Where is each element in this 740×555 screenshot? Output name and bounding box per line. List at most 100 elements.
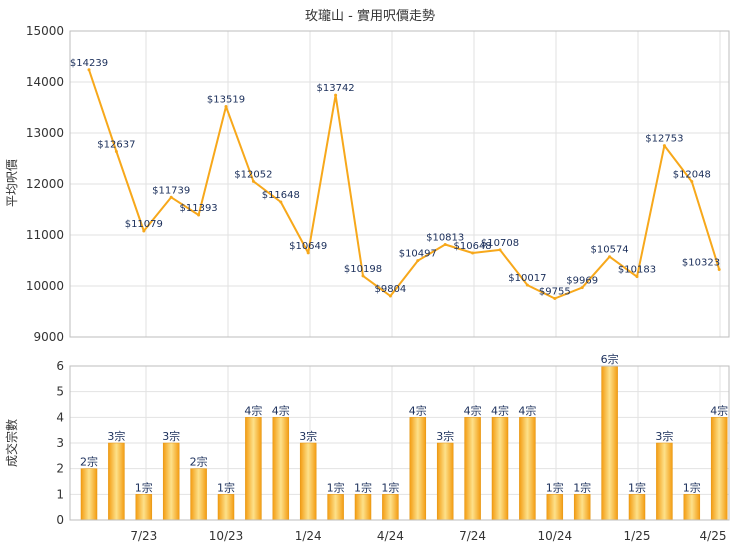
price-data-label: $12052	[234, 169, 272, 180]
price-tick-label: 15000	[26, 24, 64, 38]
count-bar	[491, 417, 509, 521]
price-data-label: $10649	[289, 241, 327, 252]
price-data-label: $10183	[618, 265, 656, 276]
x-tick-label: 4/24	[377, 529, 404, 543]
count-bar	[436, 442, 454, 521]
price-data-label: $10648	[454, 241, 492, 252]
price-point	[553, 296, 557, 300]
count-tick-label: 6	[56, 359, 64, 373]
price-tick-label: 10000	[26, 279, 64, 293]
price-data-label: $9969	[566, 276, 598, 287]
count-bar	[656, 442, 673, 521]
price-data-label: $10017	[508, 273, 546, 284]
count-bar	[135, 494, 153, 521]
price-point	[662, 144, 666, 148]
x-tick-label: 1/25	[624, 529, 651, 543]
price-tick-label: 13000	[26, 126, 64, 140]
count-data-label: 6宗	[601, 352, 619, 366]
price-point	[361, 274, 365, 278]
price-data-label: $14239	[70, 58, 108, 69]
price-data-label: $12048	[673, 170, 711, 181]
count-data-label: 4宗	[518, 403, 536, 417]
count-bar	[601, 365, 618, 521]
count-bar	[354, 494, 372, 521]
count-data-label: 1宗	[135, 480, 153, 494]
count-bar	[108, 442, 125, 521]
count-data-label: 1宗	[683, 480, 701, 494]
count-data-label: 3宗	[655, 429, 673, 443]
price-data-label: $13519	[207, 95, 245, 106]
price-data-label: $12753	[645, 134, 683, 145]
count-data-label: 1宗	[354, 480, 372, 494]
x-tick-label: 1/24	[295, 529, 322, 543]
count-data-label: 1宗	[217, 480, 235, 494]
price-point	[279, 200, 283, 204]
count-bar	[299, 442, 317, 521]
count-data-label: 4宗	[409, 403, 427, 417]
price-data-label: $11079	[125, 219, 163, 230]
price-data-label: $9804	[374, 284, 406, 295]
count-tick-label: 5	[56, 385, 64, 399]
count-data-label: 1宗	[327, 480, 345, 494]
price-series-line	[88, 69, 721, 300]
price-point	[635, 275, 639, 279]
price-data-label: $10813	[426, 233, 464, 244]
count-bar	[409, 417, 427, 521]
price-data-label: $12637	[97, 140, 135, 151]
count-bar-panel: 0 1 2 3 4 5 6 2宗 3宗 1宗 3宗 2宗 1宗 4宗 4宗 3宗 1宗 1宗 1宗 4宗 3宗 4宗 4宗 4…	[56, 352, 730, 543]
count-plot-frame	[69, 365, 730, 521]
price-tick-label: 11000	[26, 228, 64, 242]
price-data-label: $10708	[481, 238, 519, 249]
count-tick-label: 2	[56, 462, 64, 476]
count-data-label: 3宗	[162, 429, 180, 443]
count-bar	[272, 417, 290, 521]
chart-title: 玫瓏山 - 實用呎價走勢	[305, 8, 435, 24]
x-tick-label: 10/24	[538, 529, 573, 543]
count-data-label: 2宗	[80, 455, 98, 469]
price-point	[334, 93, 338, 97]
count-bar	[573, 494, 591, 521]
price-data-label: $10198	[344, 264, 382, 275]
count-tick-label: 0	[56, 513, 64, 527]
count-bar	[190, 468, 207, 521]
price-point	[471, 251, 475, 255]
price-point	[690, 180, 694, 184]
count-bar	[245, 417, 262, 521]
count-tick-label: 4	[56, 410, 64, 424]
price-point	[608, 255, 612, 259]
count-data-label: 1宗	[628, 480, 646, 494]
count-data-label: 4宗	[244, 403, 262, 417]
price-point	[388, 294, 392, 298]
price-data-label: $11393	[180, 203, 218, 214]
price-data-label: $10497	[399, 249, 437, 260]
price-point	[169, 195, 173, 199]
count-bar	[710, 417, 728, 521]
count-data-label: 4宗	[464, 403, 482, 417]
price-tick-label: 9000	[33, 330, 64, 344]
price-point	[114, 150, 118, 154]
price-axis-label: 平均呎價	[5, 159, 19, 207]
x-tick-label: 4/25	[700, 529, 727, 543]
price-plot-frame	[69, 30, 730, 338]
price-tick-label: 14000	[26, 75, 64, 89]
count-bar	[382, 494, 399, 521]
price-point	[197, 213, 201, 217]
count-data-label: 1宗	[381, 480, 399, 494]
count-data-label: 3宗	[299, 429, 317, 443]
count-tick-label: 1	[56, 487, 64, 501]
count-bar	[327, 494, 344, 521]
x-tick-label: 7/23	[130, 529, 157, 543]
price-point	[306, 251, 310, 255]
count-bar	[217, 494, 235, 521]
count-axis-label: 成交宗數	[4, 419, 19, 467]
count-bar	[628, 494, 646, 521]
count-data-label: 3宗	[436, 429, 454, 443]
price-data-label: $13742	[317, 83, 355, 94]
count-data-label: 1宗	[573, 480, 591, 494]
price-data-label: $11739	[152, 185, 190, 196]
count-tick-label: 3	[56, 436, 64, 450]
price-line-panel: 9000 10000 11000 12000 13000 14000 15000 $14239…	[26, 24, 730, 344]
count-bar	[162, 442, 180, 521]
